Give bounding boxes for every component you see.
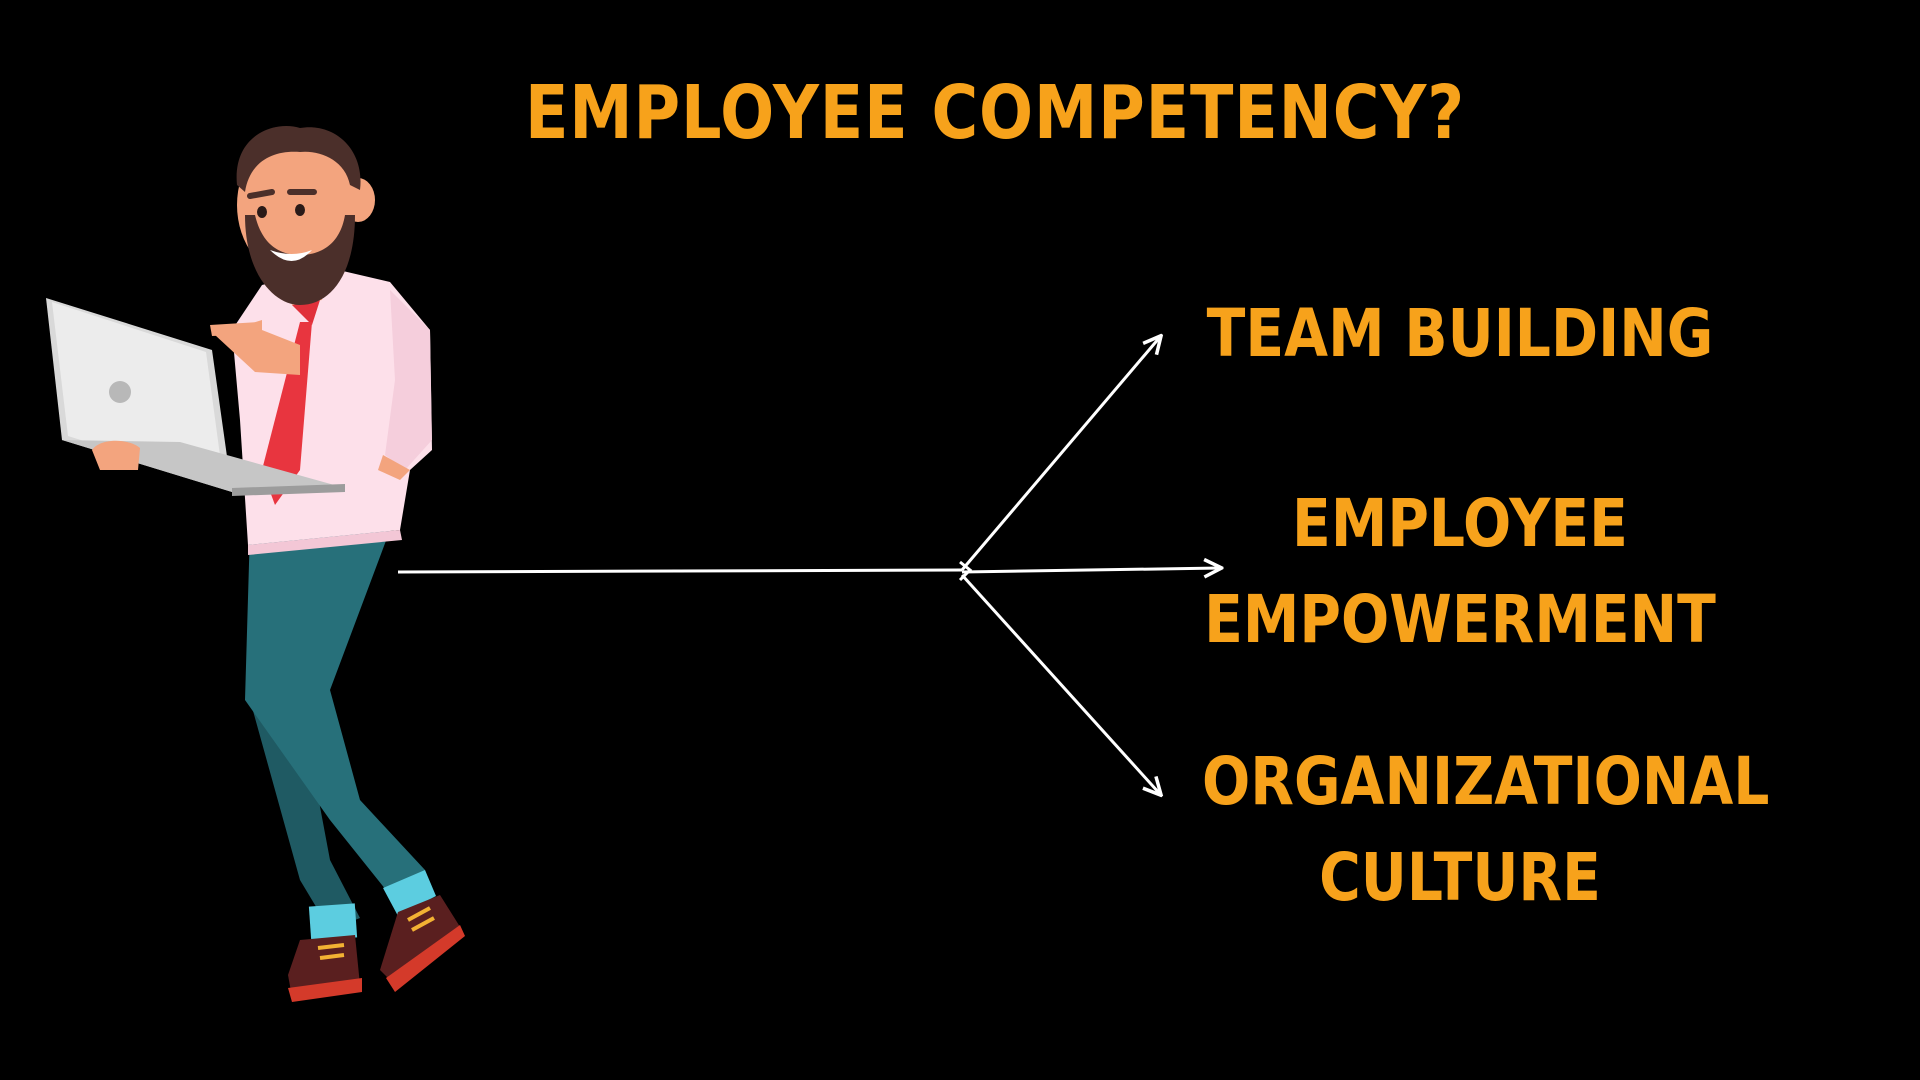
arrow-to-organizational-culture [960, 573, 1160, 794]
branch-label-organizational-culture: ORGANIZATIONAL CULTURE [1202, 734, 1770, 926]
slide-title: EMPLOYEE COMPETENCY? [524, 70, 1466, 156]
branch-label-line: EMPLOYEE [1292, 485, 1628, 562]
branch-label-employee-empowerment: EMPLOYEE EMPOWERMENT [1202, 476, 1718, 668]
arrow-to-employee-empowerment [961, 568, 1220, 572]
branch-label-team-building: TEAM BUILDING [1202, 286, 1718, 382]
branch-label-line: EMPOWERMENT [1204, 581, 1716, 658]
branch-label-line: TEAM BUILDING [1206, 295, 1714, 372]
branch-label-line: ORGANIZATIONAL [1202, 743, 1770, 820]
trunk-line [397, 568, 963, 574]
branch-label-line: CULTURE [1319, 839, 1601, 916]
arrow-to-team-building [960, 337, 1160, 571]
